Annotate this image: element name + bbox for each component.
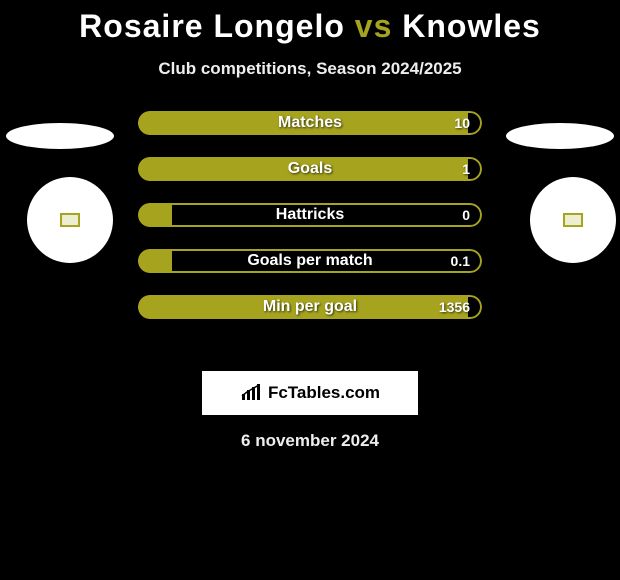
brand-box: FcTables.com [202,371,418,415]
stat-bar-value: 10 [454,115,470,131]
stat-bar-label: Min per goal [263,298,357,316]
stats-stage: Matches10Goals1Hattricks0Goals per match… [0,123,620,353]
player1-circle [27,177,113,263]
subtitle: Club competitions, Season 2024/2025 [0,59,620,79]
title-player2: Knowles [402,8,541,44]
stat-bar: Goals 1 [138,157,482,181]
date-text: 6 november 2024 [0,431,620,451]
stat-bars: Matches 10 Goals 1 Hattricks 0 Goals per match… [138,111,482,341]
stat-bar-label: Goals per match [247,252,372,270]
brand-text: FcTables.com [268,383,380,403]
stat-bar-value: 0.1 [451,253,470,269]
stat-bar-fill [138,203,172,227]
player2-circle [530,177,616,263]
stat-bar: Matches 10 [138,111,482,135]
stat-bar-value: 0 [462,207,470,223]
player1-badge-icon [60,213,80,227]
title-vs: vs [355,8,393,44]
title-player1: Rosaire Longelo [79,8,345,44]
stat-bar-label: Goals [288,160,332,178]
player1-oval [6,123,114,149]
stat-bar: Min per goal 1356 [138,295,482,319]
stat-bar-value: 1 [462,161,470,177]
page-title: Rosaire Longelo vs Knowles [0,8,620,45]
stat-bar: Goals per match 0.1 [138,249,482,273]
comparison-card: Rosaire Longelo vs Knowles Club competit… [0,0,620,451]
stat-bar-value: 1356 [439,299,470,315]
stat-bar: Hattricks 0 [138,203,482,227]
player2-badge-icon [563,213,583,227]
stat-bar-fill [138,249,172,273]
chart-icon [240,384,262,402]
player2-oval [506,123,614,149]
stat-bar-label: Hattricks [276,206,344,224]
stat-bar-label: Matches [278,114,342,132]
